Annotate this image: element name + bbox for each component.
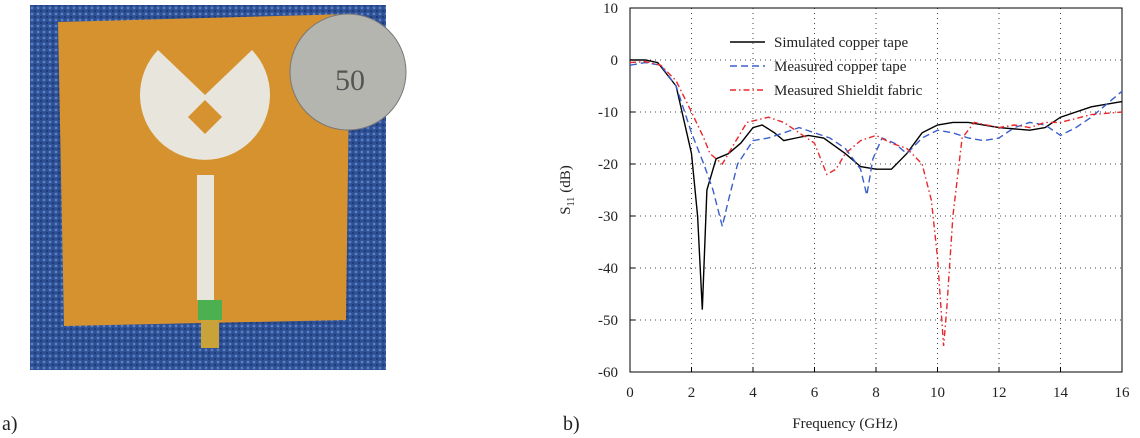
- coin-text: 50: [335, 64, 365, 97]
- connector: [198, 300, 222, 320]
- series-line: [629, 60, 1123, 347]
- y-tick-label: -40: [598, 261, 618, 277]
- y-tick-label: 0: [611, 53, 619, 69]
- x-tick-label: 4: [749, 385, 757, 401]
- sma: [201, 320, 219, 348]
- y-axis-label: S11 (dB): [558, 165, 577, 214]
- series-line: [629, 61, 1123, 227]
- y-tick-label: 10: [603, 1, 618, 17]
- x-tick-label: 8: [872, 385, 880, 401]
- y-tick-label: -50: [598, 313, 618, 329]
- x-tick-label: 10: [930, 385, 945, 401]
- y-label-unit: (dB): [558, 165, 574, 193]
- antenna-slot: [188, 100, 222, 134]
- x-tick-label: 14: [1053, 385, 1069, 401]
- y-tick-label: -60: [598, 365, 618, 381]
- y-label-sub: 11: [566, 197, 577, 207]
- x-axis-label: Frequency (GHz): [792, 416, 897, 432]
- feed-line: [197, 175, 214, 300]
- coin: [289, 13, 407, 131]
- x-tick-label: 6: [811, 385, 819, 401]
- x-tick-label: 0: [626, 385, 634, 401]
- x-tick-label: 16: [1115, 385, 1131, 401]
- y-tick-label: -30: [598, 209, 618, 225]
- legend-label: Measured copper tape: [774, 59, 907, 75]
- y-tick-label: -10: [598, 105, 618, 121]
- plot-frame: [629, 7, 1123, 373]
- legend-label: Measured Shieldit fabric: [774, 83, 923, 99]
- y-label-main: S: [558, 206, 574, 214]
- panel-label: b): [563, 413, 580, 435]
- panel-label: a): [2, 413, 18, 435]
- y-tick-label: -20: [598, 157, 618, 173]
- x-tick-label: 2: [688, 385, 696, 401]
- fabric: [58, 14, 350, 326]
- photo: 50: [30, 5, 407, 370]
- legend-label: Simulated copper tape: [774, 35, 908, 51]
- x-tick-label: 12: [992, 385, 1007, 401]
